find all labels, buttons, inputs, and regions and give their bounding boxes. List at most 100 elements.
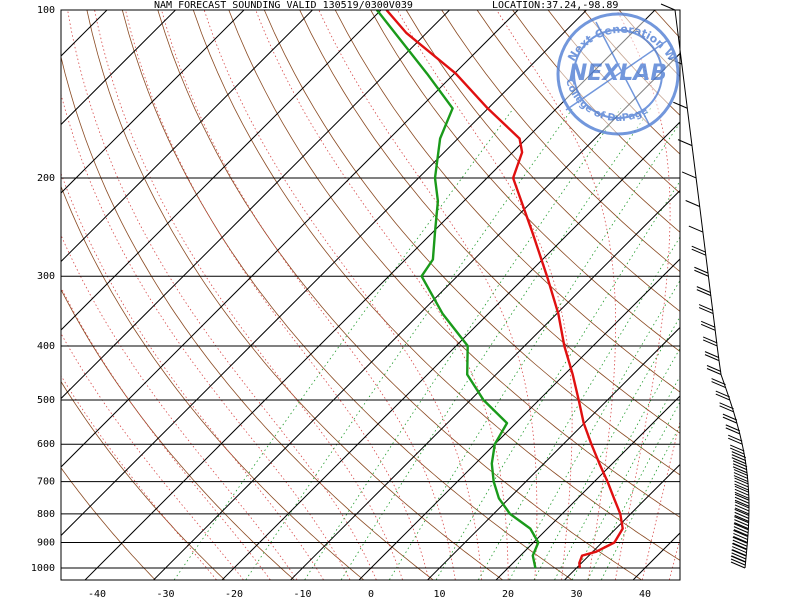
watermark-brand-text: NEXLAB bbox=[569, 61, 667, 86]
moist-adiabat bbox=[397, 10, 573, 580]
temperature-tick-label: 30 bbox=[570, 589, 582, 600]
moist-adiabat bbox=[161, 10, 456, 580]
isotherm-line bbox=[564, 463, 680, 580]
dry-adiabat bbox=[263, 10, 680, 476]
wind-barb bbox=[733, 536, 748, 543]
wind-barb bbox=[733, 469, 749, 477]
pressure-tick-label: 400 bbox=[37, 341, 55, 352]
pressure-tick-label: 300 bbox=[37, 271, 55, 282]
wind-barb bbox=[732, 539, 748, 547]
wind-barb bbox=[732, 463, 748, 471]
mixing-ratio-line bbox=[435, 180, 680, 580]
wind-barb bbox=[734, 477, 749, 485]
temperature-tick-label: -40 bbox=[88, 589, 106, 600]
plot-frame bbox=[60, 9, 681, 581]
wind-barb bbox=[734, 508, 749, 516]
wind-barb bbox=[702, 336, 718, 344]
wind-barb bbox=[730, 558, 746, 566]
chart-location: LOCATION:37.24,-98.89 bbox=[492, 0, 618, 11]
wind-barb bbox=[734, 493, 750, 501]
wind-barb bbox=[732, 549, 747, 557]
wind-barb bbox=[715, 393, 730, 401]
wind-barb bbox=[733, 475, 749, 483]
wind-barb bbox=[734, 496, 750, 504]
moist-adiabats bbox=[61, 10, 680, 580]
dewpoint-profile-line bbox=[375, 10, 540, 569]
watermark-ray bbox=[595, 21, 651, 127]
moist-adiabat bbox=[496, 10, 616, 580]
wind-barb bbox=[685, 200, 700, 207]
wind-barb bbox=[722, 413, 738, 421]
wind-barb bbox=[702, 339, 718, 347]
wind-barb bbox=[696, 286, 712, 294]
temperature-tick-labels: -40 -30 -20 -10 0 10 20 30 40 bbox=[88, 589, 651, 600]
wind-barb bbox=[725, 424, 740, 432]
wind-barb bbox=[734, 507, 750, 515]
wind-barb bbox=[734, 491, 750, 499]
wind-barb bbox=[733, 530, 748, 537]
isotherm-line bbox=[61, 10, 519, 468]
wind-barb bbox=[731, 451, 747, 459]
dry-adiabat bbox=[441, 10, 680, 273]
temperature-tick-label: -30 bbox=[156, 589, 174, 600]
wind-barb bbox=[734, 511, 749, 519]
wind-barb bbox=[694, 266, 709, 274]
isotherm-line bbox=[61, 10, 382, 331]
isotherm-line bbox=[61, 10, 245, 194]
wind-barb bbox=[677, 139, 693, 147]
wind-barb bbox=[734, 501, 750, 509]
isotherm-line bbox=[61, 10, 451, 400]
wind-barb bbox=[691, 248, 706, 256]
wind-barb bbox=[688, 225, 704, 233]
wind-barb bbox=[733, 529, 749, 537]
wind-barb bbox=[732, 543, 747, 551]
wind-barb bbox=[711, 381, 726, 389]
chart-title: NAM FORECAST SOUNDING VALID 130519/0300V… bbox=[154, 0, 413, 11]
moist-adiabat bbox=[255, 10, 509, 580]
moist-adiabat bbox=[614, 10, 671, 580]
wind-barb bbox=[734, 522, 749, 530]
isotherm-line bbox=[61, 10, 588, 537]
moist-adiabat bbox=[61, 374, 217, 580]
isotherm-line bbox=[495, 395, 680, 580]
pressure-tick-label: 600 bbox=[37, 439, 55, 450]
dry-adiabat bbox=[61, 55, 434, 580]
isotherm-line bbox=[702, 0, 800, 580]
wind-barb bbox=[732, 460, 748, 468]
wind-barb bbox=[660, 3, 676, 11]
moist-adiabat bbox=[203, 10, 483, 580]
moist-adiabat bbox=[125, 10, 430, 580]
wind-barb bbox=[698, 307, 714, 315]
moist-adiabat bbox=[67, 10, 377, 580]
wind-barb bbox=[732, 542, 748, 550]
temperature-tick-label: 40 bbox=[639, 589, 651, 600]
wind-barb bbox=[734, 485, 750, 493]
pressure-tick-label: 700 bbox=[37, 477, 55, 488]
dry-adiabat bbox=[667, 0, 800, 580]
pressure-tick-labels: 100 200 300 400 500 600 700 800 900 1000 bbox=[31, 5, 55, 574]
wind-barb bbox=[728, 434, 743, 442]
wind-barb bbox=[734, 514, 749, 522]
isotherm-line bbox=[61, 10, 108, 57]
wind-barb bbox=[706, 368, 722, 375]
isotherm-line bbox=[61, 10, 314, 263]
wind-barb bbox=[730, 444, 745, 452]
dry-adiabat bbox=[736, 0, 800, 580]
pressure-tick-label: 900 bbox=[37, 537, 55, 548]
pressure-tick-label: 100 bbox=[37, 5, 55, 16]
wind-barb-staff bbox=[674, 9, 750, 569]
dry-adiabat bbox=[770, 0, 800, 580]
wind-barb bbox=[700, 320, 716, 328]
watermark-inner-ring bbox=[573, 29, 663, 119]
sounding-profiles bbox=[375, 10, 624, 569]
temperature-tick-label: -20 bbox=[225, 589, 243, 600]
wind-barb bbox=[734, 483, 749, 491]
moist-adiabat bbox=[61, 286, 271, 580]
wind-barb bbox=[731, 555, 746, 563]
temperature-tick-label: 20 bbox=[502, 589, 514, 600]
moist-adiabat bbox=[669, 537, 680, 580]
wind-barb bbox=[730, 447, 745, 455]
pressure-tick-label: 200 bbox=[37, 173, 55, 184]
wind-barb bbox=[734, 499, 750, 507]
wind-barb bbox=[733, 533, 748, 540]
